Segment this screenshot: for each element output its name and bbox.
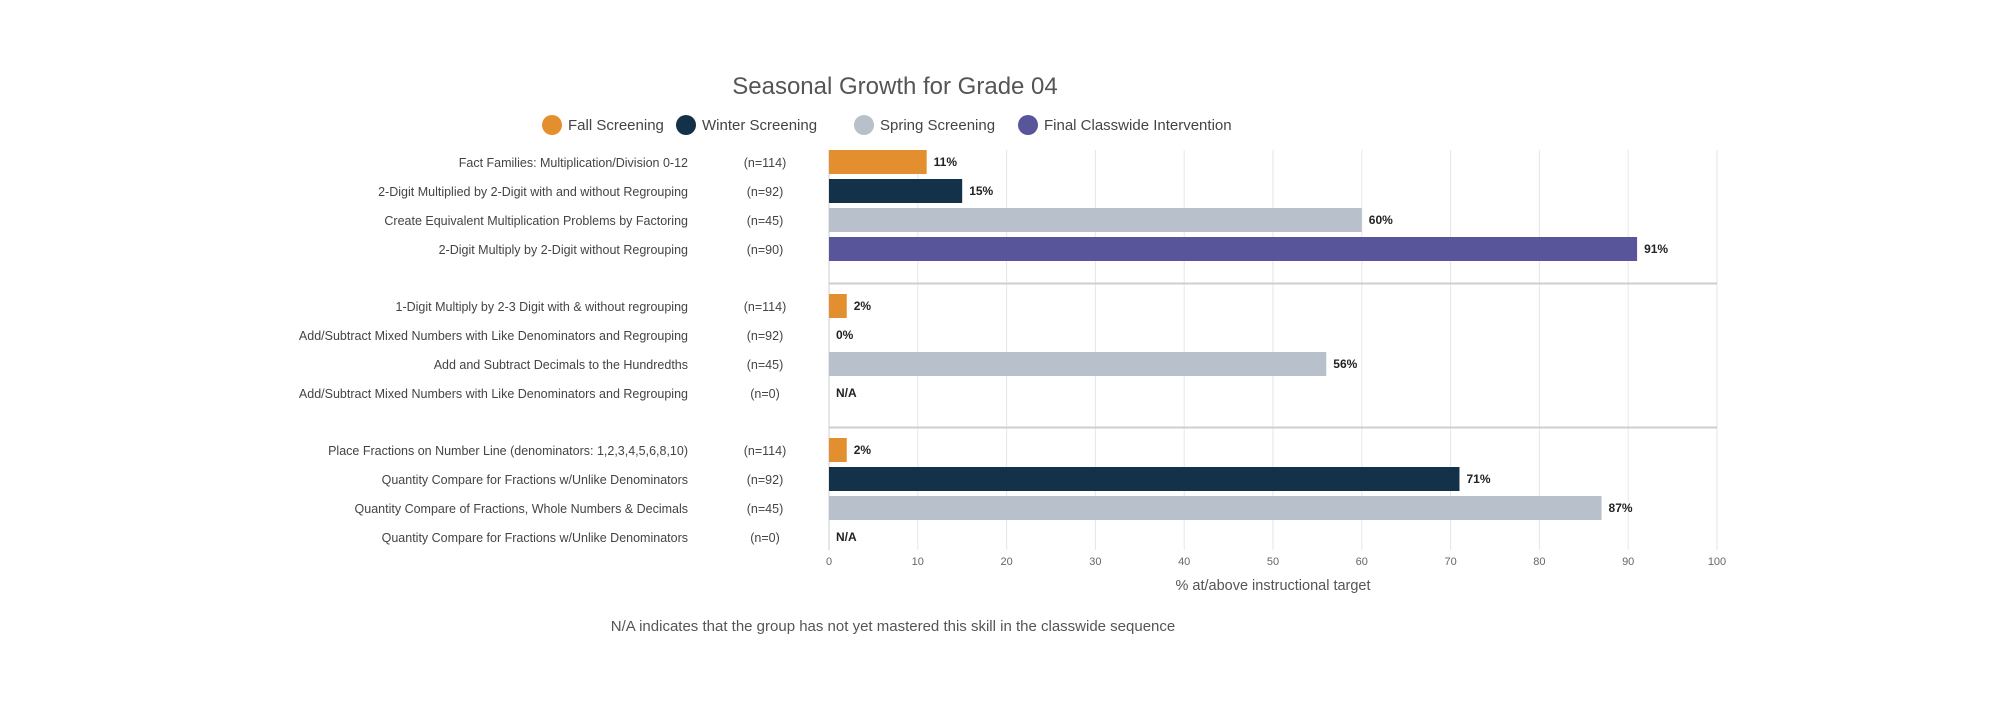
sample-size-label: (n=114) (744, 156, 787, 170)
bar-winter[interactable] (829, 179, 963, 203)
data-label: N/A (836, 530, 857, 544)
x-tick-label: 10 (912, 556, 924, 568)
bar-final[interactable] (829, 237, 1638, 261)
data-label: 0% (836, 328, 854, 342)
legend-label-final[interactable]: Final Classwide Intervention (1044, 117, 1232, 134)
data-label: 2% (854, 443, 872, 457)
bar-winter[interactable] (829, 467, 1460, 491)
legend-label-spring[interactable]: Spring Screening (880, 117, 995, 134)
x-tick-label: 40 (1178, 556, 1190, 568)
x-tick-label: 80 (1533, 556, 1545, 568)
category-label: Quantity Compare for Fractions w/Unlike … (382, 473, 688, 487)
bar-spring[interactable] (829, 496, 1602, 520)
data-label: 2% (854, 299, 872, 313)
group-separators (829, 282, 1717, 429)
bar-row: Add/Subtract Mixed Numbers with Like Den… (299, 328, 854, 343)
sample-size-label: (n=90) (747, 243, 783, 257)
bar-row: Quantity Compare for Fractions w/Unlike … (382, 467, 1491, 491)
legend-label-fall[interactable]: Fall Screening (568, 117, 664, 134)
bar-fall[interactable] (829, 294, 847, 318)
category-label: Fact Families: Multiplication/Division 0… (459, 156, 688, 170)
data-label: N/A (836, 386, 857, 400)
sample-size-label: (n=92) (747, 185, 783, 199)
data-label: 56% (1333, 357, 1357, 371)
bar-row: Fact Families: Multiplication/Division 0… (459, 150, 958, 174)
legend-marker-fall[interactable] (542, 115, 562, 135)
category-label: 2-Digit Multiply by 2-Digit without Regr… (439, 243, 688, 257)
x-tick-label: 0 (826, 556, 832, 568)
sample-size-label: (n=114) (744, 444, 787, 458)
category-label: 2-Digit Multiplied by 2-Digit with and w… (378, 185, 688, 199)
data-label: 87% (1609, 501, 1633, 515)
bar-row: Add/Subtract Mixed Numbers with Like Den… (299, 386, 857, 401)
category-label: Quantity Compare of Fractions, Whole Num… (355, 502, 688, 516)
x-axis-title: % at/above instructional target (1175, 578, 1370, 594)
sample-size-label: (n=114) (744, 300, 787, 314)
category-label: Quantity Compare for Fractions w/Unlike … (382, 531, 688, 545)
bar-spring[interactable] (829, 208, 1362, 232)
bar-row: Quantity Compare for Fractions w/Unlike … (382, 530, 857, 545)
sample-size-label: (n=0) (750, 531, 780, 545)
sample-size-label: (n=45) (747, 214, 783, 228)
bar-row: 2-Digit Multiplied by 2-Digit with and w… (378, 179, 994, 203)
data-label: 15% (969, 184, 993, 198)
bar-row: 2-Digit Multiply by 2-Digit without Regr… (439, 237, 1668, 261)
bar-fall[interactable] (829, 150, 927, 174)
bar-rows: Fact Families: Multiplication/Division 0… (299, 150, 1668, 545)
chart-title: Seasonal Growth for Grade 04 (732, 73, 1058, 100)
bar-row: 1-Digit Multiply by 2-3 Digit with & wit… (396, 294, 872, 318)
x-tick-label: 60 (1356, 556, 1368, 568)
legend-label-winter[interactable]: Winter Screening (702, 117, 817, 134)
data-label: 11% (934, 155, 958, 169)
sample-size-label: (n=45) (747, 502, 783, 516)
legend-marker-spring[interactable] (854, 115, 874, 135)
data-label: 60% (1369, 213, 1393, 227)
sample-size-label: (n=45) (747, 358, 783, 372)
x-tick-label: 90 (1622, 556, 1634, 568)
category-label: Add and Subtract Decimals to the Hundred… (434, 358, 688, 372)
x-tick-label: 50 (1267, 556, 1279, 568)
x-tick-label: 100 (1708, 556, 1726, 568)
x-tick-label: 30 (1089, 556, 1101, 568)
category-label: 1-Digit Multiply by 2-3 Digit with & wit… (396, 300, 689, 314)
legend-marker-winter[interactable] (676, 115, 696, 135)
bar-row: Add and Subtract Decimals to the Hundred… (434, 352, 1358, 376)
x-tick-label: 70 (1444, 556, 1456, 568)
bar-row: Create Equivalent Multiplication Problem… (384, 208, 1393, 232)
data-label: 71% (1466, 472, 1490, 486)
data-label: 91% (1644, 242, 1668, 256)
category-label: Add/Subtract Mixed Numbers with Like Den… (299, 329, 688, 343)
bar-fall[interactable] (829, 438, 847, 462)
category-label: Add/Subtract Mixed Numbers with Like Den… (299, 387, 688, 401)
legend: Fall Screening Winter Screening Spring Scr… (542, 115, 1232, 135)
category-label: Create Equivalent Multiplication Problem… (384, 214, 688, 228)
bar-row: Quantity Compare of Fractions, Whole Num… (355, 496, 1633, 520)
bar-spring[interactable] (829, 352, 1327, 376)
x-tick-label: 20 (1000, 556, 1012, 568)
sample-size-label: (n=92) (747, 329, 783, 343)
category-label: Place Fractions on Number Line (denomina… (328, 444, 688, 458)
sample-size-label: (n=0) (750, 387, 780, 401)
sample-size-label: (n=92) (747, 473, 783, 487)
x-axis-ticks: 0 10 20 30 40 50 60 70 80 90 100 (826, 556, 1726, 568)
bar-row: Place Fractions on Number Line (denomina… (328, 438, 871, 462)
footnote: N/A indicates that the group has not yet… (611, 618, 1175, 635)
legend-marker-final[interactable] (1018, 115, 1038, 135)
